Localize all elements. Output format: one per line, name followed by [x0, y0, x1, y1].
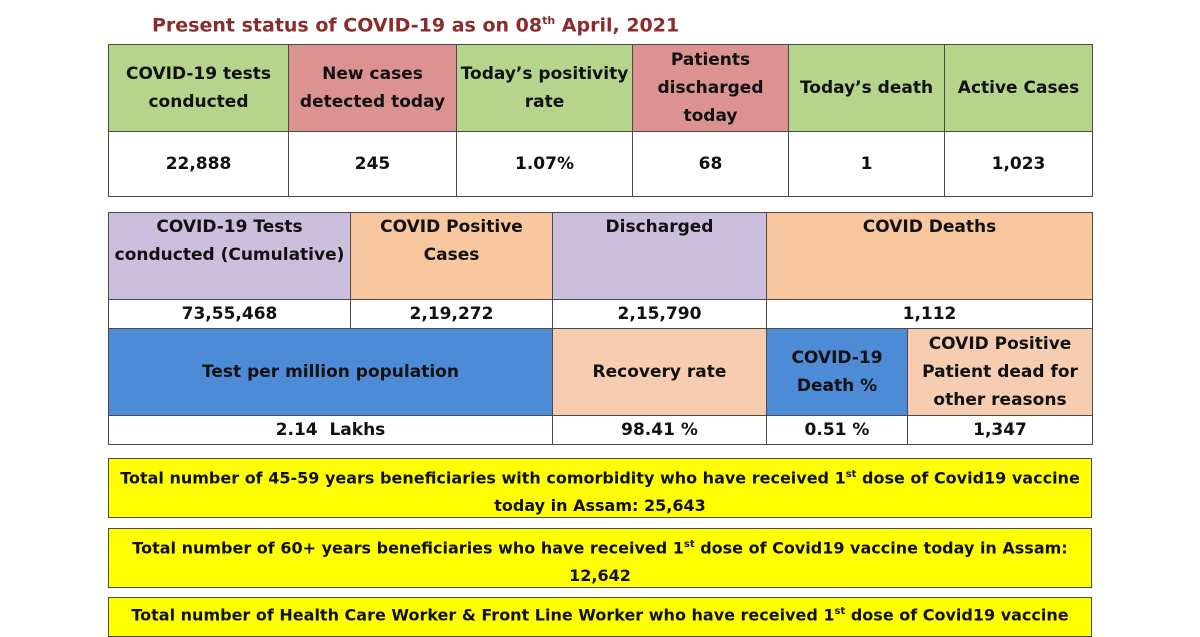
value-discharged: 2,15,790	[552, 299, 767, 329]
value-positive-cases: 2,19,272	[350, 299, 553, 329]
header-recovery-rate: Recovery rate	[552, 328, 767, 416]
value-todays-death: 1	[788, 131, 945, 197]
header-active-cases: Active Cases	[944, 44, 1093, 132]
header-new-cases: New cases detected today	[288, 44, 457, 132]
value-active-cases: 1,023	[944, 131, 1093, 197]
value-new-cases: 245	[288, 131, 457, 197]
value-dead-other-reasons: 1,347	[906, 415, 1094, 445]
cumulative-table: COVID-19 Tests conducted (Cumulative) CO…	[108, 212, 1094, 445]
header-todays-death: Today’s death	[788, 44, 945, 132]
header-dead-other-reasons: COVID Positive Patient dead for other re…	[906, 328, 1094, 416]
header-tests-conducted: COVID-19 tests conducted	[108, 44, 289, 132]
header-positivity-rate: Today’s positivity rate	[456, 44, 633, 132]
value-tests-conducted: 22,888	[108, 131, 289, 197]
value-death-percent: 0.51 %	[766, 415, 908, 445]
header-positive-cases: COVID Positive Cases	[350, 212, 553, 300]
daily-status-table: COVID-19 tests conducted New cases detec…	[108, 44, 1093, 197]
value-tests-cumulative: 73,55,468	[108, 299, 351, 329]
vaccine-45-59-banner: Total number of 45-59 years beneficiarie…	[108, 458, 1092, 518]
value-test-per-million: 2.14 Lakhs	[108, 415, 553, 445]
header-death-percent: COVID-19 Death %	[766, 328, 908, 416]
header-test-per-million: Test per million population	[108, 328, 553, 416]
header-patients-discharged: Patients discharged today	[632, 44, 789, 132]
value-positivity-rate: 1.07%	[456, 131, 633, 197]
header-covid-deaths: COVID Deaths	[765, 212, 1094, 300]
value-patients-discharged: 68	[632, 131, 789, 197]
value-covid-deaths: 1,112	[765, 299, 1094, 329]
header-tests-cumulative: COVID-19 Tests conducted (Cumulative)	[108, 212, 351, 300]
vaccine-health-workers-banner: Total number of Health Care Worker & Fro…	[108, 597, 1092, 637]
value-recovery-rate: 98.41 %	[552, 415, 767, 445]
header-discharged: Discharged	[552, 212, 767, 300]
vaccine-60-plus-banner: Total number of 60+ years beneficiaries …	[108, 528, 1092, 588]
page-title: Present status of COVID-19 as on 08th Ap…	[152, 14, 680, 37]
